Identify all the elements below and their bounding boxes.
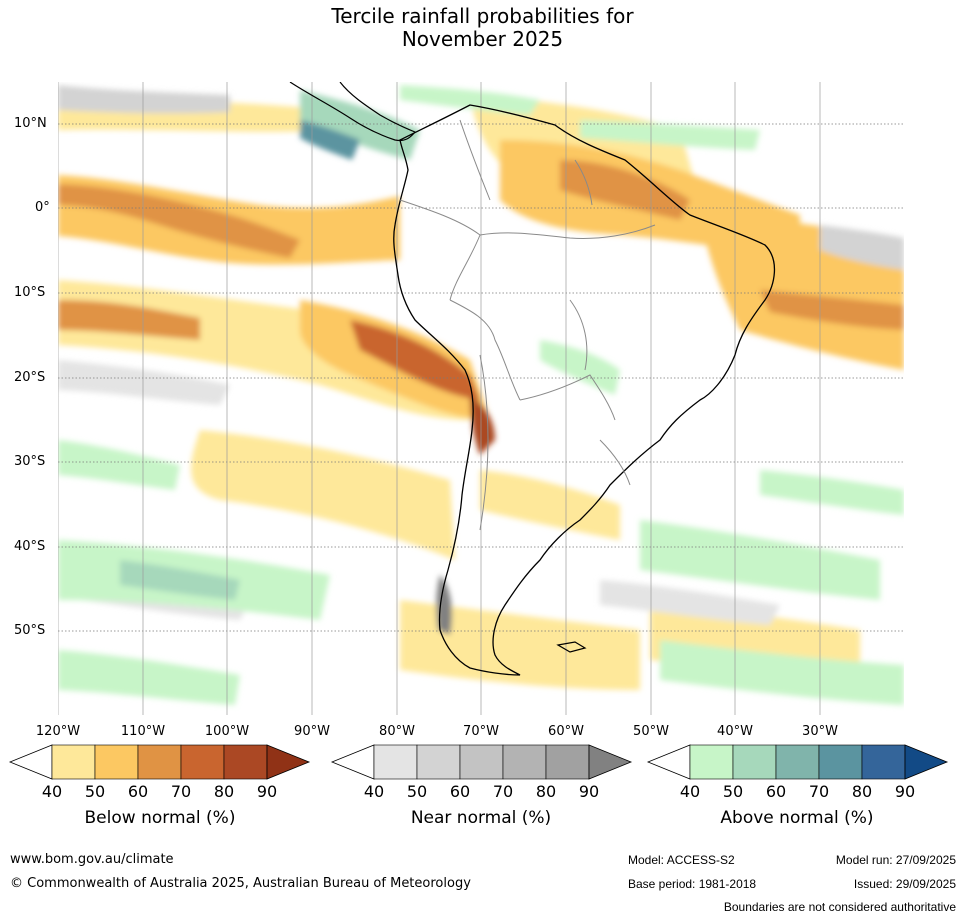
above-atlantic-30s (760, 470, 904, 515)
below-south-atlantic (480, 470, 620, 540)
below-tick-70: 70 (170, 782, 192, 801)
issued-text: Issued: 29/09/2025 (853, 877, 956, 891)
below-core-pacific-mid (58, 300, 200, 340)
above-southeast-pacific (58, 440, 180, 490)
below-tick-90: 90 (256, 782, 278, 801)
below-tick-40: 40 (41, 782, 63, 801)
near-tick-60: 60 (449, 782, 471, 801)
lat-label-10n: 10°N (14, 116, 47, 131)
central-america-coastline (289, 82, 416, 142)
above-normal-label: Above normal (%) (720, 808, 874, 828)
below-tick-60: 60 (127, 782, 149, 801)
near-patch-patagonia (436, 575, 452, 635)
lat-label-50s: 50°S (14, 623, 46, 638)
colorbar-below (8, 744, 311, 780)
near-patch-atlantic (820, 225, 904, 270)
above-far-south-atlantic (660, 640, 904, 705)
chart-title-line1: Tercile rainfall probabilities for (331, 4, 634, 28)
lon-label-100w: 100°W (204, 724, 250, 739)
lat-label-20s: 20°S (14, 370, 46, 385)
near-tick-40: 40 (363, 782, 385, 801)
below-core-guianas (560, 160, 690, 220)
above-far-south-pacific (58, 650, 240, 705)
near-normal-label: Near normal (%) (410, 808, 552, 828)
chart-title-line2: November 2025 (401, 27, 564, 51)
below-core-atlantic (760, 290, 904, 330)
lon-label-120w: 120°W (35, 724, 81, 739)
copyright-text: © Commonwealth of Australia 2025, Austra… (10, 876, 471, 891)
lon-label-90w: 90°W (294, 724, 330, 739)
below-core-chile (470, 395, 495, 455)
below-tick-80: 80 (213, 782, 235, 801)
falkland-islands (556, 641, 587, 653)
map-panel (58, 82, 904, 715)
below-southern-pacific (191, 430, 455, 560)
above-tick-50: 50 (722, 782, 744, 801)
south-america-coastline (393, 104, 776, 676)
meridian-lines (58, 82, 821, 715)
above-south-pacific-core (120, 560, 240, 600)
lon-label-70w: 70°W (463, 724, 499, 739)
lat-label-40s: 40°S (14, 539, 46, 554)
base-period-text: Base period: 1981-2018 (628, 877, 757, 891)
country-boundaries (399, 119, 656, 531)
model-text: Model: ACCESS-S2 (628, 853, 735, 867)
above-central-america (300, 90, 420, 160)
near-tick-90: 90 (578, 782, 600, 801)
lon-label-80w: 80°W (379, 724, 415, 739)
lon-label-60w: 60°W (548, 724, 584, 739)
colorbar-above (646, 744, 949, 780)
above-tick-80: 80 (851, 782, 873, 801)
near-patch-pacific-mid (58, 360, 230, 405)
lat-label-0: 0° (35, 200, 50, 215)
below-core-pacific-north (58, 184, 300, 258)
above-caribbean-east (400, 85, 540, 115)
lat-label-30s: 30°S (14, 454, 46, 469)
lat-label-10s: 10°S (14, 285, 46, 300)
below-far-south (400, 600, 640, 690)
lon-label-110w: 110°W (120, 724, 166, 739)
model-run-text: Model run: 27/09/2025 (835, 853, 956, 867)
above-atlantic-north (580, 120, 760, 150)
near-tick-80: 80 (535, 782, 557, 801)
colorbar-near (330, 744, 633, 780)
above-brazil (540, 340, 620, 395)
lon-label-30w: 30°W (802, 724, 838, 739)
below-tick-50: 50 (84, 782, 106, 801)
lon-label-40w: 40°W (717, 724, 753, 739)
lon-label-50w: 50°W (633, 724, 669, 739)
near-tick-50: 50 (406, 782, 428, 801)
below-normal-label: Below normal (%) (84, 808, 236, 828)
website-link[interactable]: www.bom.gov.au/climate (10, 852, 174, 867)
below-core-peru (350, 320, 480, 400)
above-tick-70: 70 (808, 782, 830, 801)
near-patch-pacific-north (58, 85, 230, 114)
graticule-lines (58, 123, 904, 632)
near-tick-70: 70 (492, 782, 514, 801)
disclaimer-text: Boundaries are not considered authoritat… (723, 900, 956, 914)
above-central-america-core (300, 120, 360, 160)
above-tick-40: 40 (679, 782, 701, 801)
above-tick-60: 60 (765, 782, 787, 801)
above-tick-90: 90 (894, 782, 916, 801)
probability-shading (58, 85, 904, 705)
